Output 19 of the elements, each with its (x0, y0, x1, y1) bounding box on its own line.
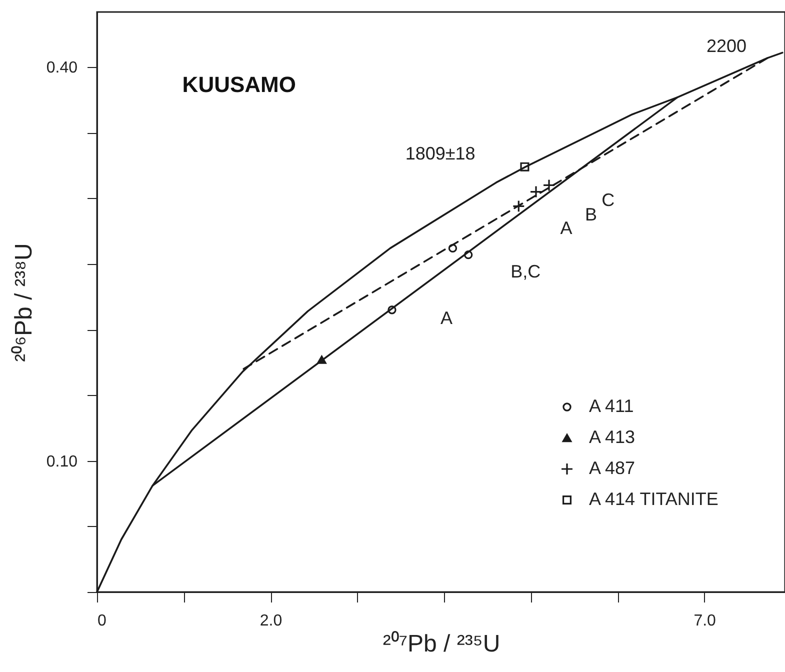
x-tick-label: 2.0 (260, 612, 282, 630)
y-tick-label: 0.40 (46, 60, 78, 77)
annotation: C (602, 190, 615, 210)
text: KUUSAMO (182, 72, 296, 98)
annotation: B (584, 204, 597, 225)
annotation: 2200 (706, 36, 747, 56)
x-axis-title: ²⁰⁷Pb / ²³⁵U (382, 630, 500, 658)
legend-label: A 487 (589, 458, 636, 478)
y-tick-label: 0.10 (46, 453, 78, 470)
x-tick-label: 7.0 (694, 612, 716, 630)
annotation: B,C (510, 261, 541, 282)
annotation: 1809±18 (405, 144, 476, 164)
y-axis-title: ²⁰⁶Pb / ²³⁸U (10, 243, 38, 362)
x-tick-label: 0 (98, 612, 106, 630)
annotation: A (440, 308, 453, 328)
legend-label: A 411 (589, 396, 634, 416)
annotation: A (560, 218, 572, 238)
legend-label: A 413 (589, 427, 636, 447)
legend-label: A 414 TITANITE (589, 489, 718, 509)
